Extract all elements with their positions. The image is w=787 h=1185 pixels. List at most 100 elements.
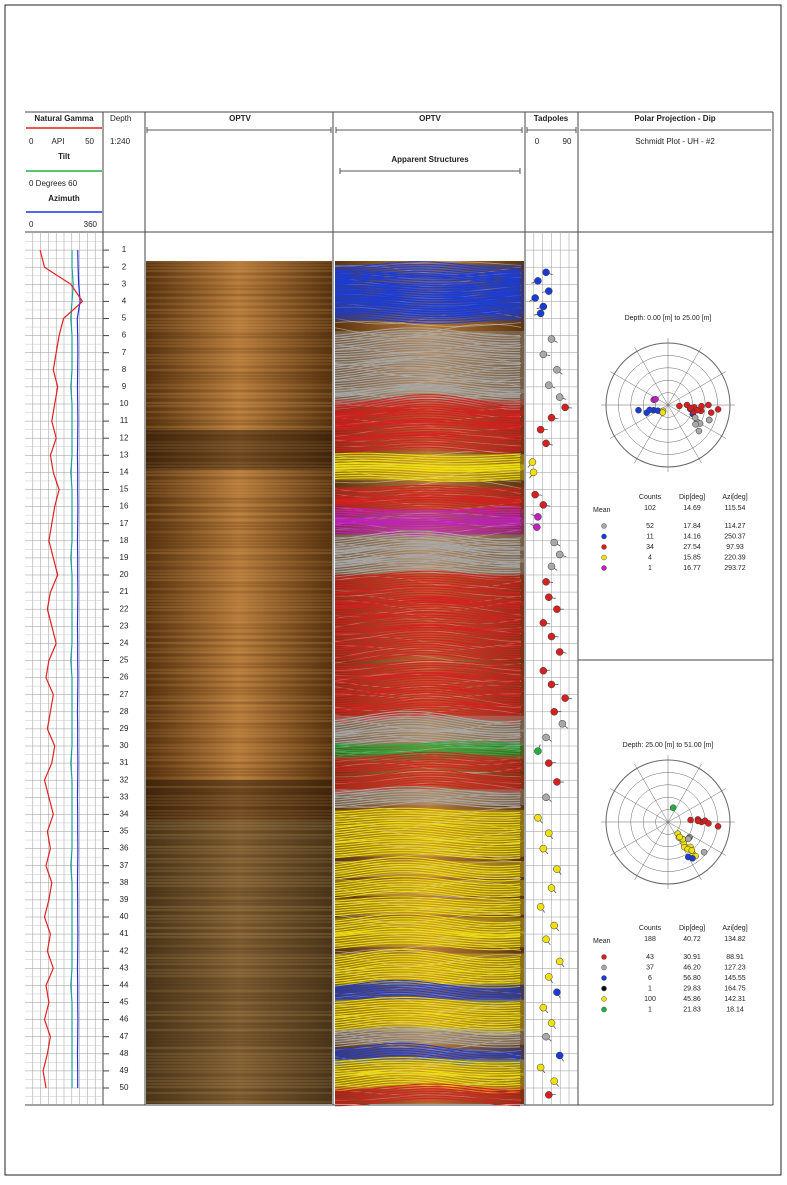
depth-label: 4 <box>122 297 127 306</box>
depth-label: 48 <box>120 1049 129 1058</box>
tadpole <box>534 513 541 520</box>
stereonet-pole <box>696 428 702 434</box>
tadpole <box>551 922 558 929</box>
stereonet-pole <box>688 817 694 823</box>
tadpole <box>537 310 544 317</box>
depth-label: 17 <box>120 519 129 528</box>
tadpole <box>537 426 544 433</box>
table-cell: 115.54 <box>725 505 746 512</box>
table-cell: 56.80 <box>683 975 701 982</box>
depth-label: 40 <box>120 912 129 921</box>
optv-scale <box>147 127 331 133</box>
stereonet-pole <box>701 849 707 855</box>
depth-label: 8 <box>122 365 127 374</box>
tadpole <box>534 814 541 821</box>
tadpole <box>548 563 555 570</box>
depth-label: 27 <box>120 690 129 699</box>
table-cell: 29.83 <box>683 985 701 992</box>
depth-label: 41 <box>120 929 129 938</box>
stereonet-pole <box>653 396 659 402</box>
depth-label: 3 <box>122 279 127 288</box>
depth-label: 33 <box>120 792 129 801</box>
depth-label: 9 <box>122 382 127 391</box>
polar-subtitle: Schmidt Plot - UH - #2 <box>635 137 715 146</box>
depth-label: 14 <box>120 468 129 477</box>
depth-label: 44 <box>120 981 129 990</box>
set-marker <box>602 965 607 970</box>
tadpole <box>543 440 550 447</box>
stereonet-pole <box>687 405 693 411</box>
depth-label: 7 <box>122 348 127 357</box>
log-page: Natural Gamma 0 API 50 Tilt 0 Degrees 60… <box>0 0 787 1180</box>
depth-label: 32 <box>120 775 129 784</box>
azimuth-min: 0 <box>29 220 34 229</box>
tadpole <box>556 648 563 655</box>
set-marker <box>602 976 607 981</box>
stereonet-pole <box>705 820 711 826</box>
tadpole <box>556 394 563 401</box>
depth-label: 21 <box>120 587 129 596</box>
stereonet-pole <box>677 834 683 840</box>
stereonet-pole <box>635 407 641 413</box>
table-cell: 293.72 <box>724 565 746 572</box>
tadpole <box>551 1078 558 1085</box>
tadpole <box>548 884 555 891</box>
tadpole <box>530 469 537 476</box>
tadpole <box>562 404 569 411</box>
tadpole <box>548 681 555 688</box>
table-cell: 37 <box>646 964 654 971</box>
table-cell: 18.14 <box>726 1006 744 1013</box>
table-cell: 30.91 <box>683 954 701 961</box>
depth-label: 42 <box>120 946 129 955</box>
set-marker <box>602 566 607 571</box>
stereonet-pole <box>715 823 721 829</box>
set-marker <box>602 1007 607 1012</box>
table-header: Counts <box>639 925 662 932</box>
depth-label: 36 <box>120 844 129 853</box>
tadpole <box>545 1091 552 1098</box>
tadpole <box>534 277 541 284</box>
depth-label: 45 <box>120 998 129 1007</box>
stereonet-pole <box>685 836 691 842</box>
polar-title: Polar Projection - Dip <box>634 114 715 123</box>
tadpole <box>540 619 547 626</box>
table-cell: 21.83 <box>683 1006 701 1013</box>
tadpole <box>545 382 552 389</box>
depth-label: 11 <box>120 416 129 425</box>
table-header: Counts <box>639 494 662 501</box>
stereonet-pole <box>705 402 711 408</box>
table-cell: 14.16 <box>683 533 701 540</box>
table-cell: 16.77 <box>683 565 701 572</box>
data-layer: 1234567891011121314151617181920212223242… <box>25 233 748 1106</box>
table-cell: 46.20 <box>683 964 701 971</box>
optv-title: OPTV <box>419 114 441 123</box>
tadpole <box>553 366 560 373</box>
depth-label: 25 <box>120 656 129 665</box>
tadpole <box>556 958 563 965</box>
tadpole <box>553 778 560 785</box>
depth-label: 5 <box>122 314 127 323</box>
depth-label: 29 <box>120 724 129 733</box>
depth-label: 23 <box>120 621 129 630</box>
table-cell: 4 <box>648 554 652 561</box>
table-cell: 114.27 <box>725 523 746 530</box>
tadpole <box>562 695 569 702</box>
tadpoles-min: 0 <box>535 137 540 146</box>
tadpole <box>540 667 547 674</box>
tadpole <box>553 866 560 873</box>
stereonet-pole <box>708 410 714 416</box>
depth-label: 26 <box>120 673 129 682</box>
tadpole <box>533 524 540 531</box>
table-cell: 34 <box>646 544 654 551</box>
depth-label: 50 <box>120 1083 129 1092</box>
stereonet-pole <box>676 403 682 409</box>
depth-label: 46 <box>120 1015 129 1024</box>
dark-zone <box>146 820 332 1104</box>
table-cell: 6 <box>648 975 652 982</box>
tadpole <box>545 760 552 767</box>
tadpole <box>529 459 536 466</box>
tadpole <box>540 1004 547 1011</box>
tadpoles-title: Tadpoles <box>534 114 569 123</box>
gamma-max: 50 <box>85 137 94 146</box>
tadpoles-max: 90 <box>563 137 572 146</box>
